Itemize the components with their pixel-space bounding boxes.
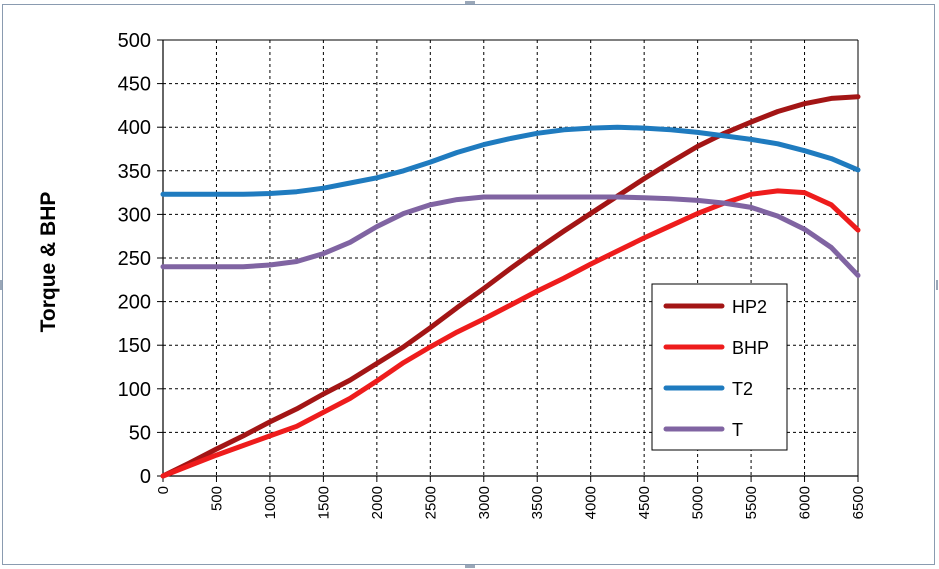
y-tick-label: 50	[129, 422, 151, 444]
legend-label: HP2	[732, 297, 767, 317]
x-tick-label: 6000	[797, 486, 814, 519]
x-tick-label: 3500	[529, 486, 546, 519]
x-tick-label: 4500	[636, 486, 653, 519]
x-tick-label: 0	[155, 486, 172, 494]
x-tick-label: 6500	[850, 486, 867, 519]
grid	[163, 39, 859, 476]
x-tick-label: 4000	[583, 486, 600, 519]
resize-handle-left[interactable]	[0, 280, 2, 290]
legend-label: T2	[732, 379, 753, 399]
x-tick-label: 3000	[476, 486, 493, 519]
y-tick-label: 150	[118, 335, 151, 357]
y-tick-label: 100	[118, 379, 151, 401]
legend-box	[651, 283, 788, 451]
y-tick-label: 250	[118, 248, 151, 270]
resize-handle-bottom[interactable]	[465, 565, 475, 568]
legend: HP2 BHP T2 T	[651, 283, 788, 451]
y-tick-label: 350	[118, 161, 151, 183]
resize-handle-top[interactable]	[465, 1, 475, 4]
series-layer	[160, 94, 861, 479]
x-tick-label: 5500	[743, 486, 760, 519]
legend-label: T	[732, 420, 743, 440]
y-tick-label: 500	[118, 30, 151, 52]
series-line-hp2	[160, 94, 861, 479]
x-tick-label: 5000	[690, 486, 707, 519]
series-line-t	[160, 194, 861, 278]
y-tick-label: 300	[118, 204, 151, 226]
x-tick-label: 500	[208, 486, 225, 511]
x-tick-label: 1500	[315, 486, 332, 519]
legend-label: BHP	[732, 338, 769, 358]
y-tick-label: 0	[140, 466, 151, 488]
y-tick-label: 200	[118, 292, 151, 314]
resize-handle-right[interactable]	[936, 280, 938, 290]
x-tick-label: 2000	[369, 486, 386, 519]
series-line-t2	[160, 124, 861, 197]
x-tick-label: 2500	[422, 486, 439, 519]
x-tick-label: 1000	[262, 486, 279, 519]
series-line-bhp	[160, 188, 861, 479]
y-tick-label: 450	[118, 74, 151, 96]
y-axis-title: Torque & BHP	[37, 192, 60, 333]
y-tick-label: 400	[118, 117, 151, 139]
